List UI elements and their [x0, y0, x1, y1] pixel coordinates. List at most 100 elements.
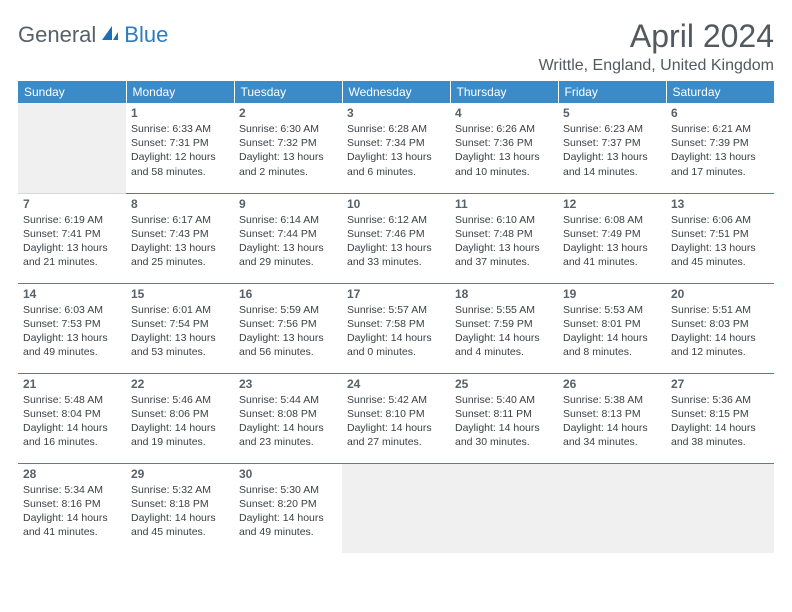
day-info: Sunrise: 5:48 AMSunset: 8:04 PMDaylight:… [23, 393, 121, 450]
calendar-cell: 12 Sunrise: 6:08 AMSunset: 7:49 PMDayligh… [558, 193, 666, 283]
calendar-table: SundayMondayTuesdayWednesdayThursdayFrid… [18, 81, 774, 553]
day-info: Sunrise: 5:44 AMSunset: 8:08 PMDaylight:… [239, 393, 337, 450]
calendar-cell-empty [450, 463, 558, 553]
day-number: 24 [347, 377, 445, 391]
calendar-cell: 19 Sunrise: 5:53 AMSunset: 8:01 PMDayligh… [558, 283, 666, 373]
day-number: 1 [131, 106, 229, 120]
calendar-cell: 26 Sunrise: 5:38 AMSunset: 8:13 PMDayligh… [558, 373, 666, 463]
day-info: Sunrise: 5:55 AMSunset: 7:59 PMDaylight:… [455, 303, 553, 360]
calendar-cell-empty [666, 463, 774, 553]
day-number: 19 [563, 287, 661, 301]
calendar-cell: 14Sunrise: 6:03 AMSunset: 7:53 PMDayligh… [18, 283, 126, 373]
day-number: 15 [131, 287, 229, 301]
calendar-cell: 4 Sunrise: 6:26 AMSunset: 7:36 PMDaylight… [450, 103, 558, 193]
calendar-body: 1Sunrise: 6:33 AMSunset: 7:31 PMDaylight… [18, 103, 774, 553]
day-info: Sunrise: 5:59 AMSunset: 7:56 PMDaylight:… [239, 303, 337, 360]
calendar-cell: 21 Sunrise: 5:48 AMSunset: 8:04 PMDayligh… [18, 373, 126, 463]
day-number: 18 [455, 287, 553, 301]
day-number: 9 [239, 197, 337, 211]
day-info: Sunrise: 6:30 AMSunset: 7:32 PMDaylight:… [239, 122, 337, 179]
day-header: Wednesday [342, 81, 450, 103]
day-number: 30 [239, 467, 337, 481]
calendar-row: 1Sunrise: 6:33 AMSunset: 7:31 PMDaylight… [18, 103, 774, 193]
day-header: Tuesday [234, 81, 342, 103]
day-number: 23 [239, 377, 337, 391]
calendar-cell: 2 Sunrise: 6:30 AMSunset: 7:32 PMDaylight… [234, 103, 342, 193]
calendar-row: 14Sunrise: 6:03 AMSunset: 7:53 PMDayligh… [18, 283, 774, 373]
calendar-cell: 11 Sunrise: 6:10 AMSunset: 7:48 PMDayligh… [450, 193, 558, 283]
day-number: 17 [347, 287, 445, 301]
calendar-cell: 24 Sunrise: 5:42 AMSunset: 8:10 PMDayligh… [342, 373, 450, 463]
day-number: 25 [455, 377, 553, 391]
calendar-cell-empty [18, 103, 126, 193]
day-info: Sunrise: 5:30 AMSunset: 8:20 PMDaylight:… [239, 483, 337, 540]
calendar-cell: 3 Sunrise: 6:28 AMSunset: 7:34 PMDaylight… [342, 103, 450, 193]
day-info: Sunrise: 6:01 AMSunset: 7:54 PMDaylight:… [131, 303, 229, 360]
day-number: 5 [563, 106, 661, 120]
day-number: 10 [347, 197, 445, 211]
day-header: Friday [558, 81, 666, 103]
logo-text-general: General [18, 22, 96, 48]
day-info: Sunrise: 6:19 AMSunset: 7:41 PMDaylight:… [23, 213, 121, 270]
calendar-cell: 15 Sunrise: 6:01 AMSunset: 7:54 PMDayligh… [126, 283, 234, 373]
calendar-row: 7 Sunrise: 6:19 AMSunset: 7:41 PMDaylight… [18, 193, 774, 283]
day-header: Sunday [18, 81, 126, 103]
day-info: Sunrise: 5:57 AMSunset: 7:58 PMDaylight:… [347, 303, 445, 360]
day-info: Sunrise: 5:40 AMSunset: 8:11 PMDaylight:… [455, 393, 553, 450]
day-number: 12 [563, 197, 661, 211]
day-number: 4 [455, 106, 553, 120]
day-info: Sunrise: 5:32 AMSunset: 8:18 PMDaylight:… [131, 483, 229, 540]
day-info: Sunrise: 6:28 AMSunset: 7:34 PMDaylight:… [347, 122, 445, 179]
day-number: 27 [671, 377, 769, 391]
day-number: 2 [239, 106, 337, 120]
calendar-cell: 10 Sunrise: 6:12 AMSunset: 7:46 PMDayligh… [342, 193, 450, 283]
calendar-cell: 18 Sunrise: 5:55 AMSunset: 7:59 PMDayligh… [450, 283, 558, 373]
day-number: 3 [347, 106, 445, 120]
logo-text-blue: Blue [124, 22, 168, 48]
day-info: Sunrise: 5:53 AMSunset: 8:01 PMDaylight:… [563, 303, 661, 360]
day-info: Sunrise: 5:36 AMSunset: 8:15 PMDaylight:… [671, 393, 769, 450]
calendar-row: 28Sunrise: 5:34 AMSunset: 8:16 PMDayligh… [18, 463, 774, 553]
calendar-cell: 28Sunrise: 5:34 AMSunset: 8:16 PMDayligh… [18, 463, 126, 553]
day-info: Sunrise: 5:46 AMSunset: 8:06 PMDaylight:… [131, 393, 229, 450]
day-number: 21 [23, 377, 121, 391]
day-info: Sunrise: 6:17 AMSunset: 7:43 PMDaylight:… [131, 213, 229, 270]
calendar-cell: 6Sunrise: 6:21 AMSunset: 7:39 PMDaylight… [666, 103, 774, 193]
calendar-cell: 7 Sunrise: 6:19 AMSunset: 7:41 PMDaylight… [18, 193, 126, 283]
calendar-cell: 9Sunrise: 6:14 AMSunset: 7:44 PMDaylight… [234, 193, 342, 283]
day-info: Sunrise: 6:06 AMSunset: 7:51 PMDaylight:… [671, 213, 769, 270]
calendar-cell: 29 Sunrise: 5:32 AMSunset: 8:18 PMDayligh… [126, 463, 234, 553]
logo-sail-icon [100, 24, 120, 47]
calendar-cell: 25 Sunrise: 5:40 AMSunset: 8:11 PMDayligh… [450, 373, 558, 463]
calendar-cell: 16Sunrise: 5:59 AMSunset: 7:56 PMDayligh… [234, 283, 342, 373]
calendar-cell: 27 Sunrise: 5:36 AMSunset: 8:15 PMDayligh… [666, 373, 774, 463]
day-info: Sunrise: 6:23 AMSunset: 7:37 PMDaylight:… [563, 122, 661, 179]
day-info: Sunrise: 6:10 AMSunset: 7:48 PMDaylight:… [455, 213, 553, 270]
calendar-cell: 13 Sunrise: 6:06 AMSunset: 7:51 PMDayligh… [666, 193, 774, 283]
day-info: Sunrise: 5:42 AMSunset: 8:10 PMDaylight:… [347, 393, 445, 450]
day-number: 26 [563, 377, 661, 391]
calendar-cell: 30 Sunrise: 5:30 AMSunset: 8:20 PMDayligh… [234, 463, 342, 553]
day-number: 11 [455, 197, 553, 211]
day-info: Sunrise: 5:51 AMSunset: 8:03 PMDaylight:… [671, 303, 769, 360]
header: General Blue April 2024 Writtle, England… [18, 18, 774, 75]
day-info: Sunrise: 5:38 AMSunset: 8:13 PMDaylight:… [563, 393, 661, 450]
calendar-cell-empty [342, 463, 450, 553]
day-number: 6 [671, 106, 769, 120]
calendar-row: 21 Sunrise: 5:48 AMSunset: 8:04 PMDayligh… [18, 373, 774, 463]
day-number: 29 [131, 467, 229, 481]
calendar-cell: 22Sunrise: 5:46 AMSunset: 8:06 PMDayligh… [126, 373, 234, 463]
calendar-cell: 23 Sunrise: 5:44 AMSunset: 8:08 PMDayligh… [234, 373, 342, 463]
day-number: 7 [23, 197, 121, 211]
logo: General Blue [18, 22, 168, 48]
day-info: Sunrise: 6:12 AMSunset: 7:46 PMDaylight:… [347, 213, 445, 270]
day-info: Sunrise: 6:08 AMSunset: 7:49 PMDaylight:… [563, 213, 661, 270]
location: Writtle, England, United Kingdom [539, 57, 774, 75]
calendar-cell-empty [558, 463, 666, 553]
calendar-cell: 1Sunrise: 6:33 AMSunset: 7:31 PMDaylight… [126, 103, 234, 193]
day-number: 13 [671, 197, 769, 211]
title-block: April 2024 Writtle, England, United King… [539, 18, 774, 75]
month-title: April 2024 [539, 18, 774, 55]
day-info: Sunrise: 6:26 AMSunset: 7:36 PMDaylight:… [455, 122, 553, 179]
calendar-cell: 17 Sunrise: 5:57 AMSunset: 7:58 PMDayligh… [342, 283, 450, 373]
